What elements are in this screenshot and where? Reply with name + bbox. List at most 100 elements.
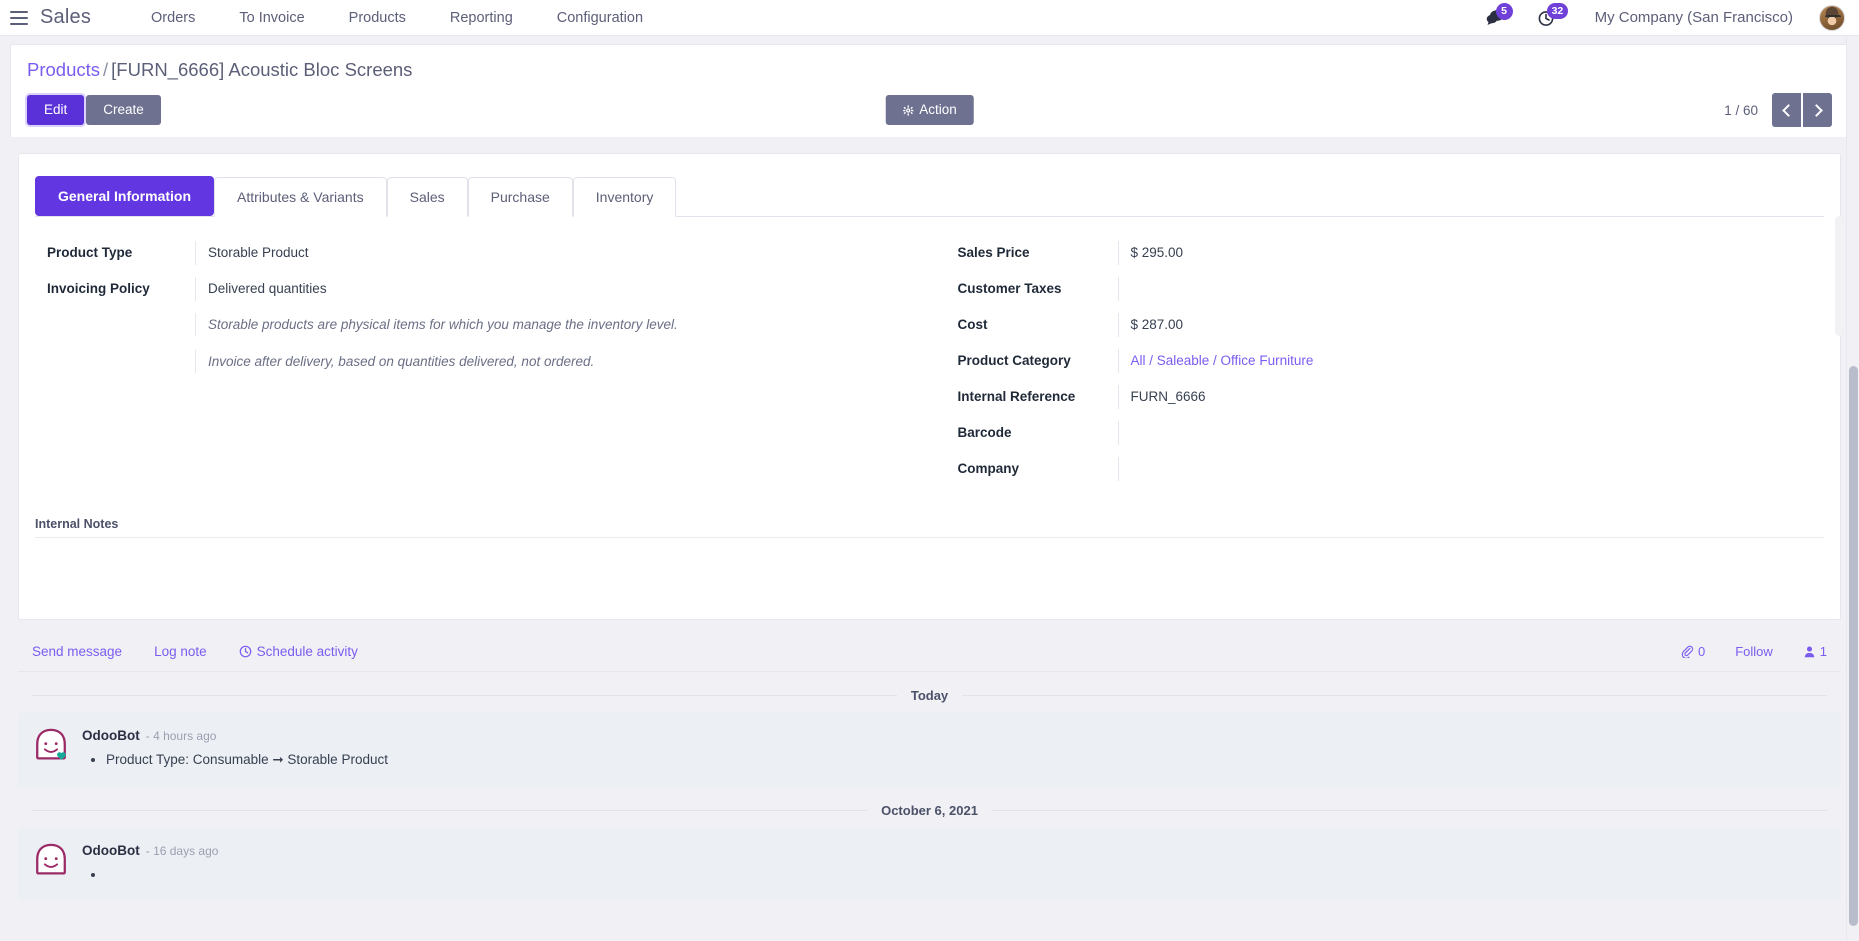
chatter-divider (18, 671, 1841, 672)
menu-item-orders[interactable]: Orders (151, 9, 196, 26)
pager: 1 / 60 (1724, 93, 1832, 127)
attachments-button[interactable]: 0 (1681, 644, 1705, 659)
message-line (106, 864, 1827, 886)
tab-inventory[interactable]: Inventory (572, 177, 677, 217)
paperclip-icon (1681, 645, 1694, 658)
tab-sales[interactable]: Sales (386, 177, 468, 217)
message-content: Product Type: Consumable ➞ Storable Prod… (106, 749, 1827, 771)
hamburger-menu-icon[interactable] (10, 7, 32, 29)
message-line: Product Type: Consumable ➞ Storable Prod… (106, 749, 1827, 771)
form-grid: Product Type Storable Product Invoicing … (35, 217, 1824, 493)
gear-icon (902, 104, 913, 116)
field-label-barcode: Barcode (957, 425, 1012, 440)
message-author: OdooBot (82, 728, 140, 743)
tab-general-information[interactable]: General Information (35, 176, 215, 216)
field-value-barcode[interactable] (1117, 421, 1805, 445)
messages-count-badge: 5 (1495, 3, 1513, 20)
field-cost: Cost $ 287.00 (958, 313, 1805, 341)
control-panel-buttons: Edit Create (27, 93, 1832, 127)
attachment-count: 0 (1697, 644, 1706, 659)
field-customer-taxes: Customer Taxes (958, 277, 1805, 305)
field-value-product-type[interactable]: Storable Product (195, 241, 910, 265)
action-button[interactable]: Action (885, 94, 974, 126)
create-button[interactable]: Create (86, 94, 161, 126)
inner-scrollbar-thumb[interactable] (1835, 216, 1844, 336)
chevron-right-icon (1809, 103, 1823, 117)
field-invoicing-policy: Invoicing Policy Delivered quantities (35, 277, 910, 305)
followers-button[interactable]: 1 (1803, 644, 1827, 659)
menu-item-to-invoice[interactable]: To Invoice (239, 9, 305, 26)
field-label-product-type: Product Type (47, 245, 133, 260)
sheet-wrap: General Information Attributes & Variant… (10, 137, 1849, 620)
date-separator-today: Today (18, 672, 1841, 713)
edit-button[interactable]: Edit (27, 94, 85, 126)
tab-attributes-variants[interactable]: Attributes & Variants (214, 177, 387, 217)
field-value-company[interactable] (1117, 457, 1805, 481)
field-value-internal-reference[interactable]: FURN_6666 (1117, 385, 1805, 409)
internal-notes-section: Internal Notes (35, 517, 1824, 603)
control-panel: Products / [FURN_6666] Acoustic Bloc Scree… (10, 44, 1849, 137)
followers-count: 1 (1819, 644, 1827, 659)
follow-button[interactable]: Follow (1735, 644, 1773, 659)
message-timestamp: - 16 days ago (145, 843, 219, 858)
field-product-category: Product Category All / Saleable / Office… (958, 349, 1805, 377)
chatter-message: OdooBot - 4 hours ago Product Type: Cons… (18, 713, 1841, 787)
divider-line (962, 695, 1828, 696)
chatter-toolbar: Send message Log note Schedule activity … (18, 634, 1841, 671)
note-product-type: Storable products are physical items for… (195, 313, 910, 336)
message-author: OdooBot (82, 842, 140, 858)
date-separator-label: October 6, 2021 (881, 802, 978, 818)
internal-notes-input[interactable] (35, 537, 1824, 603)
field-value-cost[interactable]: $ 287.00 (1117, 313, 1805, 337)
odoobot-avatar (32, 727, 70, 765)
date-separator-label: Today (910, 688, 949, 703)
action-button-label: Action (919, 101, 957, 117)
field-value-product-category[interactable]: All / Saleable / Office Furniture (1117, 349, 1805, 373)
breadcrumb-current: [FURN_6666] Acoustic Bloc Screens (111, 59, 413, 80)
pager-previous-button[interactable] (1772, 93, 1801, 127)
chatter: Send message Log note Schedule activity … (18, 634, 1841, 902)
user-avatar[interactable] (1819, 4, 1845, 31)
pager-next-button[interactable] (1803, 93, 1832, 127)
form-tabs: General Information Attributes & Variant… (35, 176, 1824, 217)
app-brand[interactable]: Sales (40, 6, 92, 28)
chatter-stats: 0 Follow 1 (1681, 644, 1827, 659)
field-value-sales-price[interactable]: $ 295.00 (1117, 241, 1805, 265)
chatter-message: OdooBot - 16 days ago (18, 827, 1841, 902)
field-label-sales-price: Sales Price (957, 245, 1030, 260)
breadcrumb-products-link[interactable]: Products (27, 59, 101, 80)
breadcrumb-separator: / (103, 59, 109, 80)
divider-line (32, 809, 868, 811)
divider-line (991, 809, 1828, 811)
field-barcode: Barcode (958, 421, 1805, 449)
message-content (106, 864, 1827, 886)
field-value-customer-taxes[interactable] (1117, 277, 1805, 301)
pager-count: 1 / 60 (1724, 102, 1758, 118)
menu-item-products[interactable]: Products (348, 9, 406, 26)
page-scrollbar[interactable] (1846, 36, 1859, 941)
field-internal-reference: Internal Reference FURN_6666 (958, 385, 1805, 413)
field-label-invoicing-policy: Invoicing Policy (47, 281, 150, 296)
note-spacer (35, 350, 195, 373)
field-sales-price: Sales Price $ 295.00 (958, 241, 1805, 269)
send-message-button[interactable]: Send message (32, 644, 123, 659)
top-navbar: Sales Orders To Invoice Products Reporti… (0, 0, 1859, 36)
divider-line (32, 695, 897, 696)
breadcrumb: Products / [FURN_6666] Acoustic Bloc Scree… (27, 59, 1832, 81)
chevron-left-icon (1781, 103, 1795, 117)
field-company: Company (958, 457, 1805, 485)
field-value-invoicing-policy[interactable]: Delivered quantities (195, 277, 910, 301)
tab-purchase[interactable]: Purchase (467, 177, 573, 217)
menu-item-configuration[interactable]: Configuration (556, 9, 644, 26)
main-menu: Orders To Invoice Products Reporting Con… (129, 3, 665, 33)
schedule-activity-label: Schedule activity (256, 644, 358, 659)
messages-button[interactable]: 5 (1470, 3, 1521, 26)
schedule-activity-button[interactable]: Schedule activity (239, 644, 358, 659)
field-label-product-category: Product Category (957, 353, 1071, 368)
company-switcher[interactable]: My Company (San Francisco) (1594, 9, 1793, 26)
menu-item-reporting[interactable]: Reporting (449, 9, 513, 26)
log-note-button[interactable]: Log note (154, 644, 207, 659)
page-scrollbar-thumb[interactable] (1849, 366, 1858, 926)
activities-button[interactable]: 32 (1521, 2, 1571, 27)
message-header: OdooBot - 16 days ago (82, 843, 1827, 858)
